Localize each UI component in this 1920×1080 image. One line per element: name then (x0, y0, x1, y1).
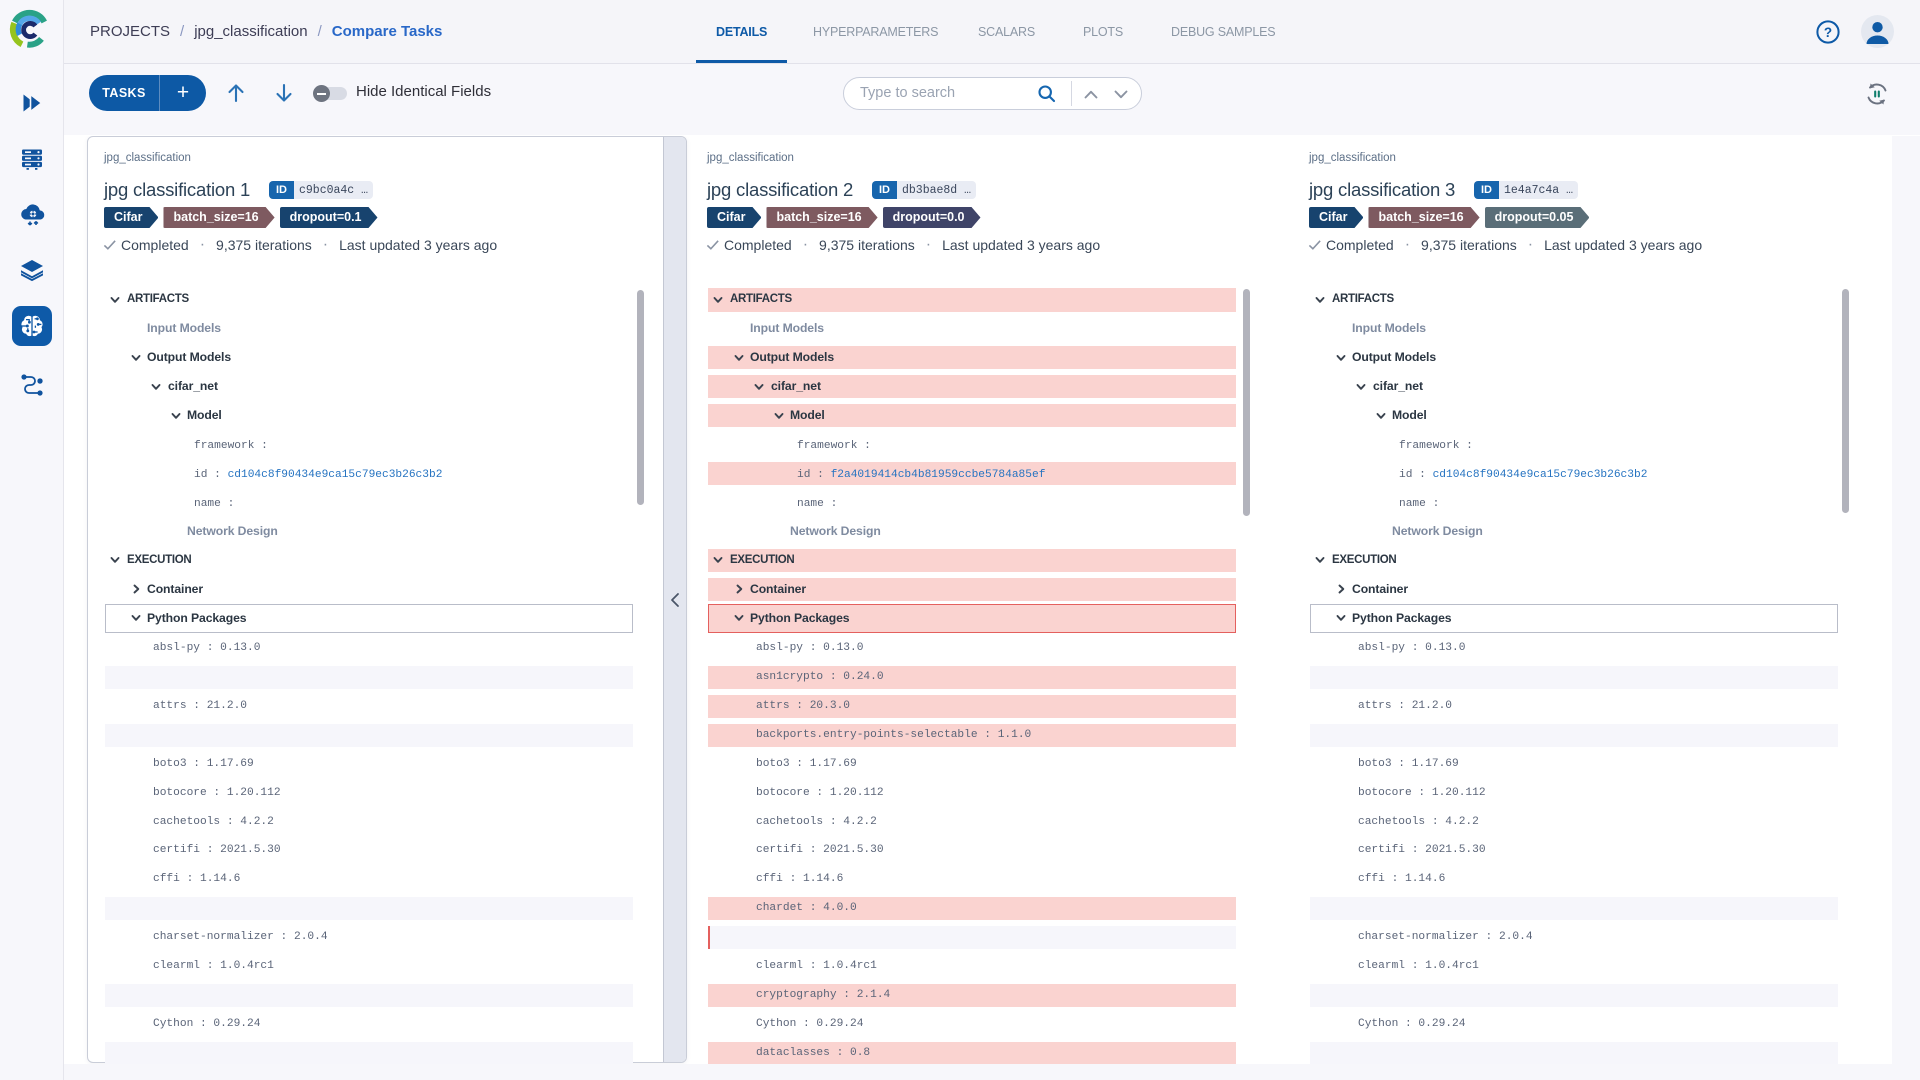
svg-text:?: ? (1824, 25, 1832, 40)
